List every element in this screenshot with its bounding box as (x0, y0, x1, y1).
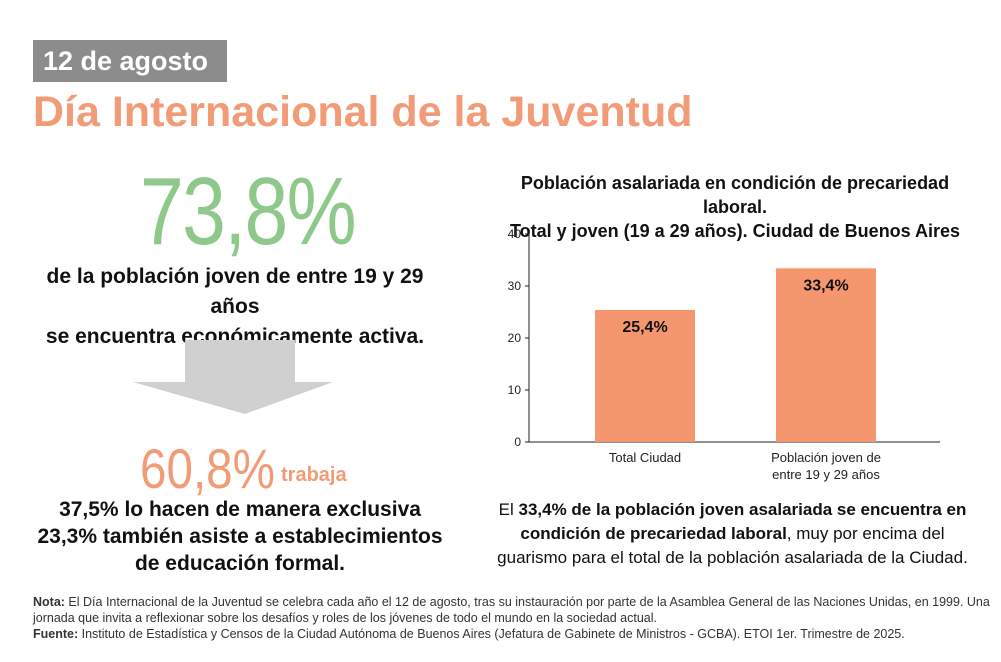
big-stat-desc-line2: se encuentra económicamente activa. (45, 325, 425, 348)
working-detail: 37,5% lo hacen de manera exclusiva 23,3%… (20, 496, 460, 577)
footnote-source: Fuente: Instituto de Estadística y Censo… (33, 626, 993, 642)
stat-working-value: 60,8% (140, 437, 275, 500)
date-badge: 12 de agosto (33, 40, 227, 82)
big-stat-active: 73,8% (140, 158, 357, 265)
source-label: Fuente: (33, 627, 79, 641)
bar (595, 309, 695, 442)
y-tick-label: 20 (508, 331, 522, 345)
y-tick-label: 40 (508, 227, 522, 241)
footnote: Nota: El Día Internacional de la Juventu… (33, 594, 993, 642)
caption-highlight: 33,4% de la población joven asalariada s… (518, 500, 967, 543)
chart-title-line2: Total y joven (19 a 29 años). Ciudad de … (509, 221, 961, 241)
stat-working: 60,8% trabaja (140, 436, 347, 501)
detail-line1: 37,5% lo hacen de manera exclusiva (59, 498, 421, 521)
note-text: El Día Internacional de la Juventud se c… (33, 595, 990, 625)
stat-working-word: trabaja (281, 464, 347, 486)
caption-part1: El (498, 500, 519, 519)
category-label: Población joven de (771, 450, 881, 465)
footnote-note: Nota: El Día Internacional de la Juventu… (33, 594, 993, 626)
page-title: Día Internacional de la Juventud (33, 88, 693, 136)
category-label: Total Ciudad (609, 450, 681, 465)
category-label: entre 19 y 29 años (772, 467, 880, 482)
data-label: 33,4% (803, 277, 848, 294)
y-tick-label: 30 (508, 279, 522, 293)
bar (776, 268, 876, 442)
bar-chart: 0 10 20 30 40 25,4% Total Ciudad 33,4% Población… (508, 227, 940, 482)
chart-caption: El 33,4% de la población joven asalariad… (495, 498, 970, 570)
y-tick-label: 0 (514, 435, 521, 449)
caption-part3: , muy por encima del guarismo para el to… (497, 524, 968, 567)
big-stat-desc-line1: de la población joven de entre 19 y 29 a… (46, 265, 424, 318)
big-stat-description: de la población joven de entre 19 y 29 a… (20, 262, 450, 352)
note-label: Nota: (33, 595, 65, 609)
detail-line2: 23,3% también asiste a establecimientos (37, 525, 443, 548)
data-label: 25,4% (622, 319, 667, 336)
source-text: Instituto de Estadística y Censos de la … (78, 627, 905, 641)
y-tick-label: 10 (508, 383, 522, 397)
detail-line3: de educación formal. (134, 552, 346, 575)
chart-title-line1: Población asalariada en condición de pre… (520, 173, 950, 217)
down-arrow-icon (133, 340, 333, 414)
chart-title: Población asalariada en condición de pre… (490, 171, 980, 243)
